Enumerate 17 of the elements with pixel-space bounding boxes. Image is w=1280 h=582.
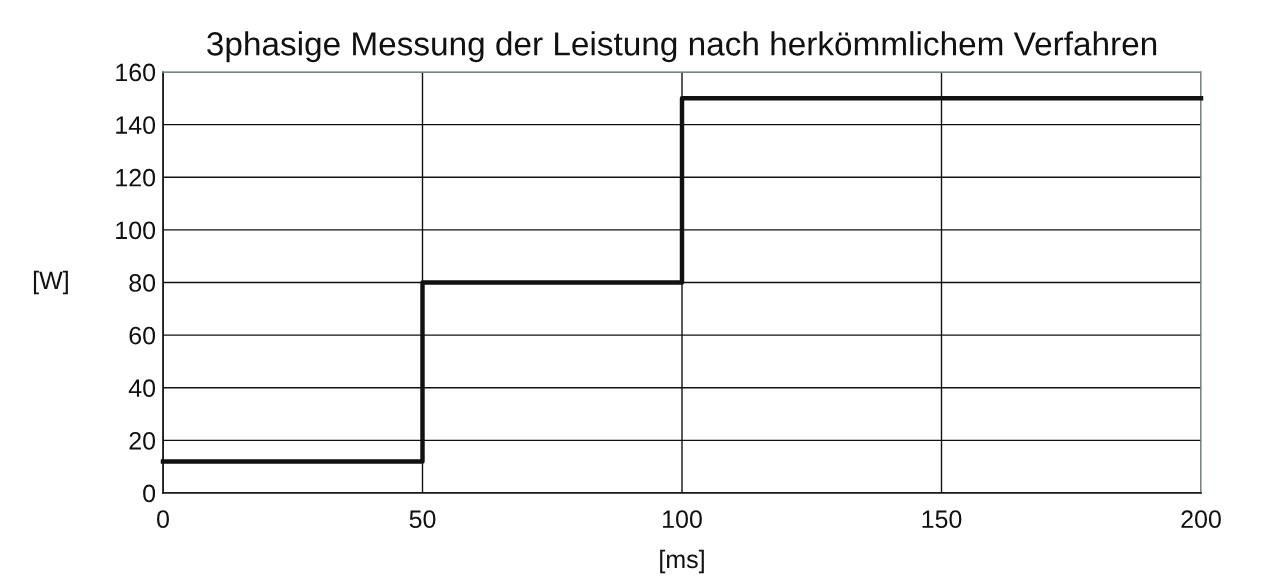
y-tick-label: 120 — [116, 168, 156, 187]
y-tick-label: 100 — [116, 221, 156, 240]
x-tick-label: 200 — [1181, 510, 1221, 529]
y-tick-label: 20 — [129, 431, 156, 450]
y-tick-label: 40 — [128, 379, 156, 398]
y-tick-label: 80 — [129, 274, 156, 292]
x-tick-label: 100 — [663, 510, 702, 529]
x-tick-label: 0 — [157, 510, 169, 529]
y-tick-label: 60 — [129, 326, 156, 345]
y-tick-label: 0 — [143, 484, 156, 503]
y-tick-label: 140 — [116, 116, 156, 134]
x-axis-title: [ms] — [660, 549, 704, 574]
chart-title: 3phasige Messung der Leistung nach herkömmlichem Verfahren — [207, 31, 1157, 63]
x-tick-label: 150 — [922, 510, 962, 529]
y-tick-label: 160 — [116, 63, 156, 82]
x-tick-label: 50 — [409, 510, 436, 529]
y-axis-title: [W] — [33, 270, 68, 295]
